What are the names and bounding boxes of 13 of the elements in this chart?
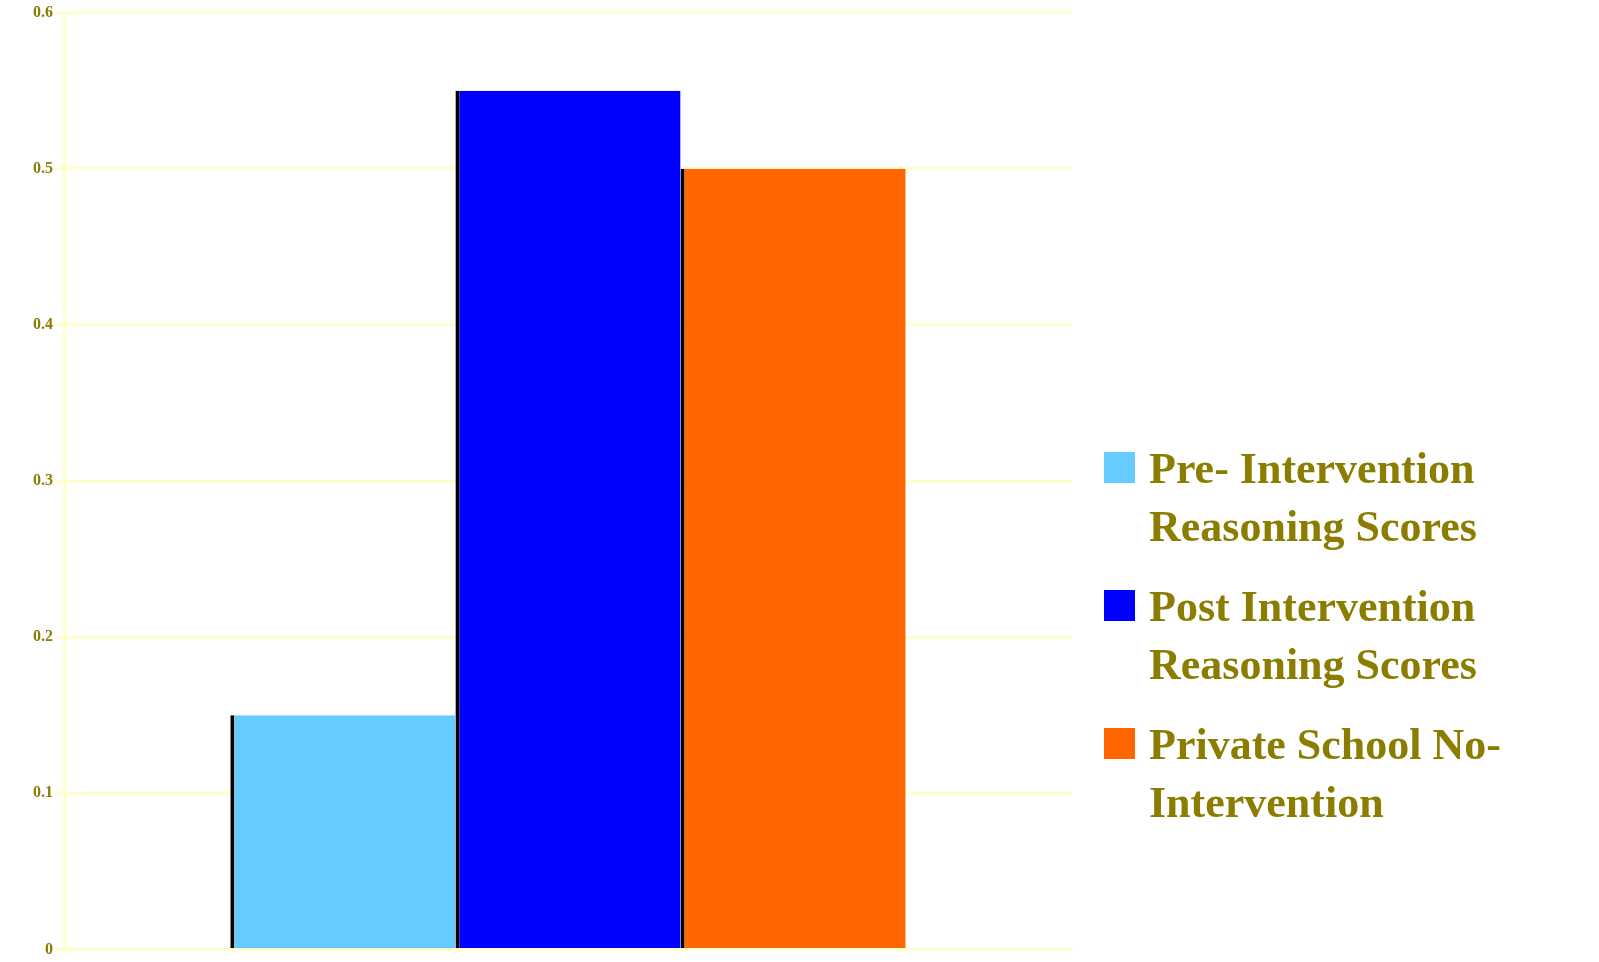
legend-label: Post Intervention Reasoning Scores: [1149, 581, 1478, 691]
y-tick-label: 0.1: [33, 783, 53, 801]
bar: [684, 168, 906, 948]
legend-label: Private School No-Intervention: [1149, 719, 1502, 829]
y-tick-label: 0.2: [33, 627, 53, 645]
y-tick-label: 0.6: [33, 2, 53, 20]
y-tick-label: 0.4: [33, 315, 53, 333]
bar: [459, 90, 681, 948]
bar: [234, 715, 456, 948]
y-tick-label: 0.3: [33, 471, 53, 489]
legend-label: Pre- Intervention Reasoning Scores: [1149, 443, 1478, 553]
y-tick-label: 0: [45, 939, 53, 957]
y-tick-label: 0.5: [33, 158, 53, 176]
